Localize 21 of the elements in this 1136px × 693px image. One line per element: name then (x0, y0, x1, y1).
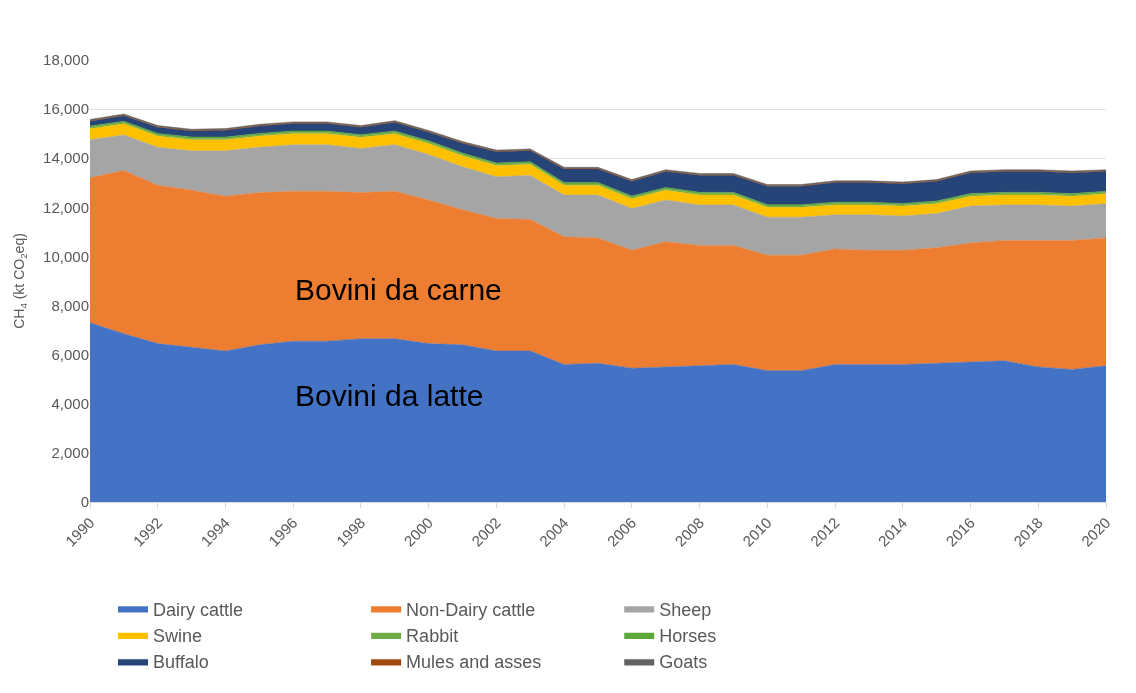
y-tick-label: 18,000 (43, 51, 89, 69)
legend-label: Non-Dairy cattle (406, 599, 536, 620)
legend-label: Buffalo (153, 652, 209, 673)
annotation: Bovini da latte (295, 379, 484, 412)
legend-label: Goats (659, 652, 708, 673)
legend-label: Rabbit (406, 626, 459, 647)
y-tick-label: 4,000 (51, 395, 89, 413)
annotation: Bovini da carne (295, 273, 502, 306)
y-tick-label: 16,000 (43, 100, 89, 118)
y-tick-label: 10,000 (43, 247, 89, 265)
legend-label: Dairy cattle (153, 599, 244, 620)
legend-label: Horses (659, 626, 717, 647)
legend-label: Swine (153, 626, 203, 647)
y-tick-label: 14,000 (43, 149, 89, 167)
legend-label: Mules and asses (406, 652, 542, 673)
y-tick-label: 12,000 (43, 198, 89, 216)
y-tick-label: 0 (80, 493, 89, 511)
y-tick-label: 6,000 (51, 345, 89, 363)
y-tick-label: 2,000 (51, 444, 89, 462)
legend-label: Sheep (659, 599, 712, 620)
y-tick-label: 8,000 (51, 296, 89, 314)
